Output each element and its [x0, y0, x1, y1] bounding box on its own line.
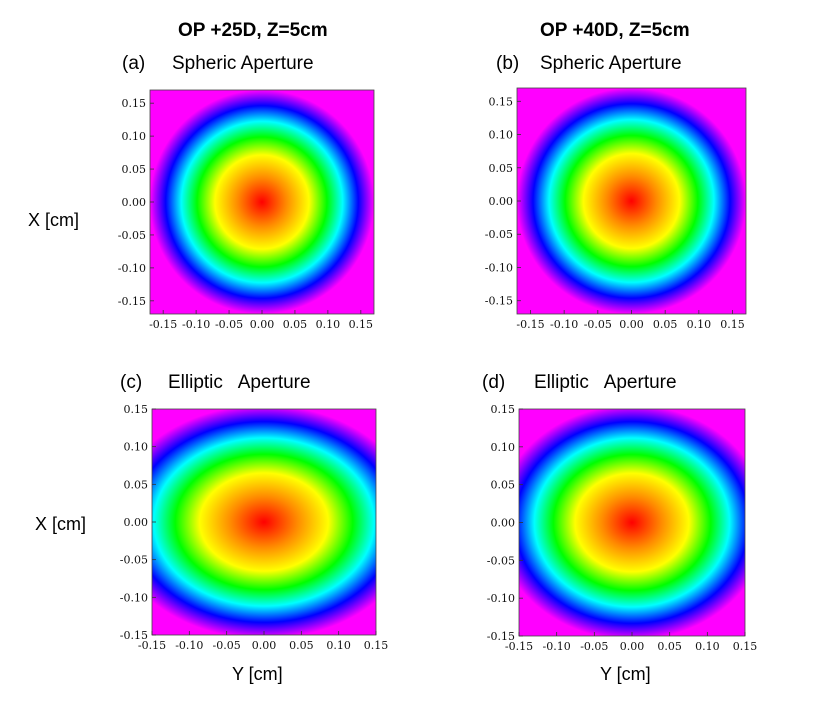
y-tick-label: -0.05 — [118, 229, 146, 242]
y-tick-label: 0.15 — [124, 403, 149, 416]
x-tick-label: 0.15 — [733, 640, 758, 653]
y-tick-label: 0.15 — [491, 403, 516, 416]
panel-c-heatmap: 0.15 0.10 0.05 0.00 -0.05 -0.10 -0.15-0.15 -0.1… — [120, 403, 388, 652]
panel-a-title: Spheric Aperture — [172, 53, 314, 74]
panel-b-title: Spheric Aperture — [540, 53, 682, 74]
y-tick-label: 0.00 — [122, 196, 147, 209]
x-tick-label: 0.15 — [364, 639, 389, 652]
x-tick-label: 0.05 — [283, 318, 308, 331]
y-tick-label: -0.10 — [120, 591, 148, 604]
panel-a-letter: (a) — [122, 53, 146, 74]
heatmap-field — [150, 90, 374, 314]
x-tick-label: -0.15 — [505, 640, 533, 653]
panel-d-letter: (d) — [482, 372, 506, 393]
y-tick-label: 0.15 — [489, 95, 514, 108]
x-tick-label: 0.00 — [252, 639, 277, 652]
x-tick-label: 0.10 — [695, 640, 720, 653]
y-tick-label: 0.05 — [124, 478, 149, 491]
y-tick-label: 0.10 — [124, 441, 149, 454]
panel-b-heatmap: 0.15 0.10 0.05 0.00 -0.05 -0.10 -0.15-0.15 -0.1… — [485, 87, 747, 331]
y-tick-label: -0.05 — [487, 554, 515, 567]
x-tick-label: 0.10 — [687, 318, 712, 331]
x-tick-label: -0.15 — [138, 639, 166, 652]
y-tick-label: -0.15 — [487, 630, 515, 643]
x-tick-label: -0.15 — [149, 318, 177, 331]
x-tick-label: -0.05 — [580, 640, 608, 653]
panel-c-title: Elliptic Aperture — [168, 372, 311, 393]
y-tick-label: 0.10 — [489, 129, 514, 142]
y-tick-label: 0.05 — [491, 479, 516, 492]
panel-c-xlabel: Y [cm] — [232, 664, 283, 684]
y-tick-label: -0.15 — [120, 629, 148, 642]
x-tick-label: -0.05 — [213, 639, 241, 652]
x-tick-label: 0.05 — [653, 318, 678, 331]
x-tick-label: -0.15 — [516, 318, 544, 331]
y-tick-label: 0.00 — [491, 517, 516, 530]
y-tick-label: -0.15 — [485, 295, 513, 308]
x-tick-label: 0.10 — [316, 318, 341, 331]
x-tick-label: 0.05 — [289, 639, 314, 652]
y-tick-label: -0.15 — [118, 295, 146, 308]
heatmap-field — [152, 409, 376, 635]
x-tick-label: -0.05 — [215, 318, 243, 331]
y-tick-label: -0.05 — [485, 228, 513, 241]
y-tick-label: 0.10 — [491, 441, 516, 454]
x-tick-label: -0.10 — [182, 318, 210, 331]
y-tick-label: 0.00 — [124, 516, 149, 529]
header-right: OP +40D, Z=5cm — [540, 20, 690, 41]
y-tick-label: -0.10 — [118, 262, 146, 275]
y-tick-label: 0.05 — [489, 162, 514, 175]
y-tick-label: 0.00 — [489, 195, 514, 208]
panel-c-ylabel: X [cm] — [35, 514, 87, 534]
x-tick-label: 0.05 — [657, 640, 682, 653]
panel-b-letter: (b) — [496, 53, 520, 74]
x-tick-label: -0.10 — [550, 318, 578, 331]
panel-c-letter: (c) — [120, 372, 143, 393]
panel-d-xlabel: Y [cm] — [600, 664, 651, 684]
y-tick-label: -0.10 — [485, 261, 513, 274]
header-left: OP +25D, Z=5cm — [178, 20, 328, 41]
heatmap-field — [517, 88, 746, 314]
x-tick-label: 0.00 — [250, 318, 275, 331]
panel-a-heatmap: 0.15 0.10 0.05 0.00 -0.05 -0.10 -0.15-0.15 -0.1… — [118, 89, 375, 331]
panel-d-title: Elliptic Aperture — [534, 372, 677, 393]
y-tick-label: -0.10 — [487, 592, 515, 605]
x-tick-label: 0.15 — [720, 318, 745, 331]
y-tick-label: 0.15 — [122, 97, 147, 110]
y-tick-label: 0.10 — [122, 130, 147, 143]
x-tick-label: 0.00 — [620, 640, 645, 653]
x-tick-label: -0.10 — [175, 639, 203, 652]
y-tick-label: 0.05 — [122, 163, 147, 176]
x-tick-label: -0.10 — [543, 640, 571, 653]
x-tick-label: 0.10 — [326, 639, 351, 652]
heatmap-field — [519, 409, 745, 636]
x-tick-label: 0.15 — [349, 318, 374, 331]
panel-d-heatmap: 0.15 0.10 0.05 0.00 -0.05 -0.10 -0.15-0.15 -0.1… — [487, 403, 757, 653]
x-tick-label: -0.05 — [584, 318, 612, 331]
y-tick-label: -0.05 — [120, 554, 148, 567]
panel-a-ylabel: X [cm] — [28, 210, 80, 230]
x-tick-label: 0.00 — [619, 318, 644, 331]
